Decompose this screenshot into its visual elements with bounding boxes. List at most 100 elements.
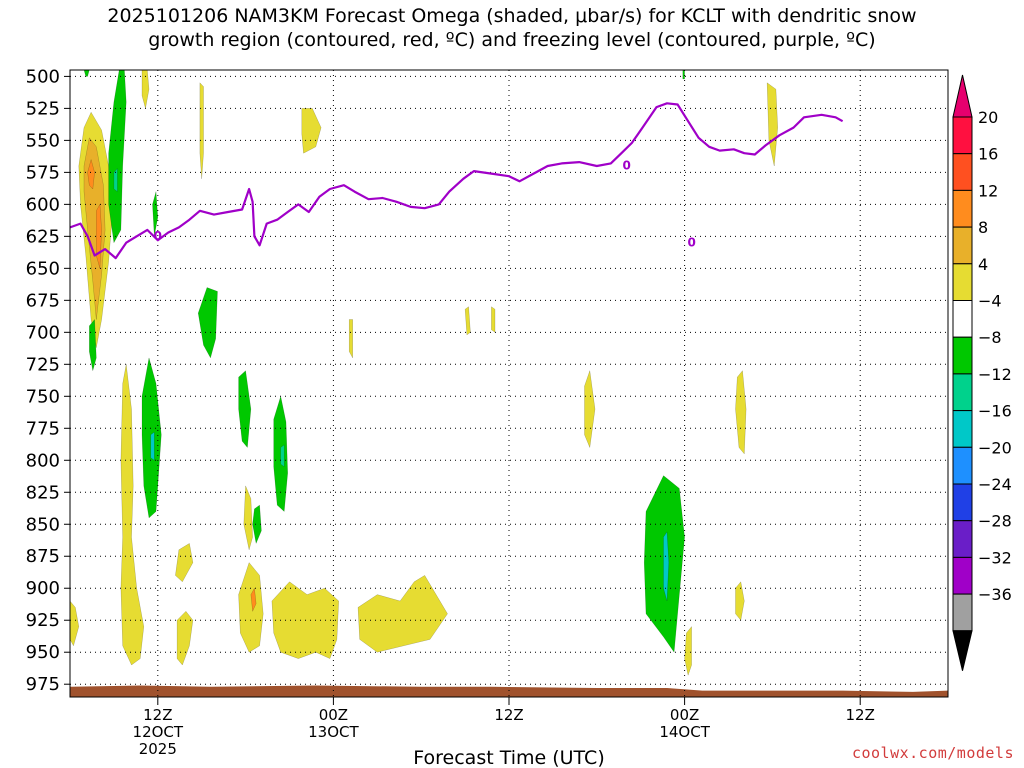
y-tick-label-550: 550: [26, 130, 60, 151]
omega-region-8: [176, 610, 194, 666]
omega-shading-layer: [69, 69, 778, 676]
omega-region-10: [243, 485, 253, 550]
x-axis-label: Forecast Time (UTC): [413, 747, 604, 768]
colorbar-label-12: −32: [978, 548, 1012, 567]
omega-region-25: [152, 191, 159, 237]
omega-region-37: [663, 531, 670, 602]
colorbar-swatch-10: [952, 483, 973, 522]
colorbar-label-9: −20: [978, 438, 1012, 457]
omega-region-28: [197, 287, 218, 359]
colorbar-swatch-0: [952, 116, 973, 155]
colorbar-swatch-3: [952, 226, 973, 265]
y-tick-label-950: 950: [26, 642, 60, 663]
colorbar-top-arrow: [952, 74, 973, 118]
omega-region-26: [89, 318, 97, 371]
omega-region-19: [684, 626, 692, 676]
x-tick-label-41-0: 00Z: [670, 706, 699, 724]
omega-region-11: [238, 562, 264, 653]
y-tick-label-600: 600: [26, 194, 60, 215]
y-tick-label-725: 725: [26, 354, 60, 375]
x-tick-label-21-0: 00Z: [319, 706, 348, 724]
freezing-level-label-2: 0: [687, 235, 695, 249]
freezing-level-label-0: 0: [154, 229, 162, 243]
colorbar-label-1: 16: [978, 145, 998, 164]
colorbar-label-5: −4: [978, 292, 1002, 311]
y-tick-label-925: 925: [26, 610, 60, 631]
colorbar-swatch-13: [952, 593, 973, 632]
colorbar-swatch-5: [952, 300, 973, 338]
y-tick-label-975: 975: [26, 674, 60, 695]
chart-title: 2025101206 NAM3KM Forecast Omega (shaded…: [0, 4, 1024, 52]
omega-region-18: [584, 370, 596, 449]
omega-region-36: [150, 431, 155, 461]
y-tick-label-650: 650: [26, 258, 60, 279]
y-tick-label-500: 500: [26, 66, 60, 87]
colorbar-swatch-4: [952, 263, 973, 301]
y-axis: 500 525 550 575 600 625 650 675 700 725 750 775 800 8…: [26, 66, 70, 695]
colorbar-swatch-11: [952, 520, 973, 558]
omega-region-24: [108, 69, 127, 244]
omega-region-20: [735, 370, 747, 455]
y-tick-label-775: 775: [26, 418, 60, 439]
y-tick-label-800: 800: [26, 450, 60, 471]
omega-region-30: [252, 504, 262, 545]
omega-region-35: [113, 167, 118, 192]
colorbar-label-6: −8: [978, 328, 1002, 347]
omega-region-12: [250, 587, 257, 613]
y-tick-label-525: 525: [26, 98, 60, 119]
colorbar-label-0: 20: [978, 108, 998, 127]
y-tick-label-825: 825: [26, 482, 60, 503]
colorbar-label-4: 4: [978, 255, 988, 274]
x-tick-label-11-2: 2025: [139, 740, 177, 758]
y-tick-label-750: 750: [26, 386, 60, 407]
omega-region-4: [120, 364, 145, 666]
y-tick-label-575: 575: [26, 162, 60, 183]
colorbar-label-7: −12: [978, 365, 1012, 384]
x-tick-label-11-1: 12OCT: [133, 723, 184, 741]
omega-region-29: [238, 370, 252, 449]
y-tick-label-900: 900: [26, 578, 60, 599]
omega-region-15: [349, 319, 353, 358]
omega-region-23: [464, 306, 471, 336]
omega-region-38: [280, 444, 285, 468]
x-tick-label-41-1: 14OCT: [659, 723, 710, 741]
colorbar-label-11: −28: [978, 512, 1012, 531]
colorbar-bottom-arrow: [952, 630, 973, 671]
colorbar-swatch-2: [952, 189, 973, 228]
freezing-level-label-1: 0: [622, 159, 630, 173]
ground-layer: [70, 685, 948, 697]
colorbar-swatch-6: [952, 336, 973, 375]
omega-region-16: [357, 575, 448, 653]
omega-region-5: [141, 69, 150, 109]
y-tick-label-850: 850: [26, 514, 60, 535]
omega-region-33: [83, 69, 90, 77]
omega-region-9: [199, 82, 204, 179]
colorbar-swatch-12: [952, 556, 973, 595]
omega-region-2: [87, 158, 95, 190]
omega-region-34: [682, 69, 685, 80]
omega-region-14: [301, 108, 322, 154]
chart-title-line1: 2025101206 NAM3KM Forecast Omega (shaded…: [107, 5, 917, 27]
x-tick-label-21-1: 13OCT: [308, 723, 359, 741]
colorbar-swatch-7: [952, 373, 973, 412]
colorbar-label-10: −24: [978, 475, 1012, 494]
ground-fill: [70, 685, 948, 697]
y-tick-label-875: 875: [26, 546, 60, 567]
x-tick-label-31-0: 12Z: [494, 706, 523, 724]
omega-region-17: [491, 306, 496, 333]
colorbar-swatch-8: [952, 410, 973, 448]
colorbar-swatch-1: [952, 153, 973, 191]
freezing-level-line: [69, 102, 844, 260]
omega-region-21: [735, 581, 745, 621]
colorbar: 20 16 12 8 4 −4 −8 −12 −16 −20 −24 −28 −32 −36: [952, 74, 1012, 671]
credit-text: coolwx.com/models: [851, 744, 1014, 762]
colorbar-label-8: −16: [978, 402, 1012, 421]
colorbar-label-2: 12: [978, 181, 998, 200]
omega-region-7: [175, 543, 194, 583]
colorbar-label-13: −36: [978, 585, 1012, 604]
y-tick-label-675: 675: [26, 290, 60, 311]
x-tick-label-51-0: 12Z: [846, 706, 875, 724]
omega-region-22: [766, 82, 778, 167]
